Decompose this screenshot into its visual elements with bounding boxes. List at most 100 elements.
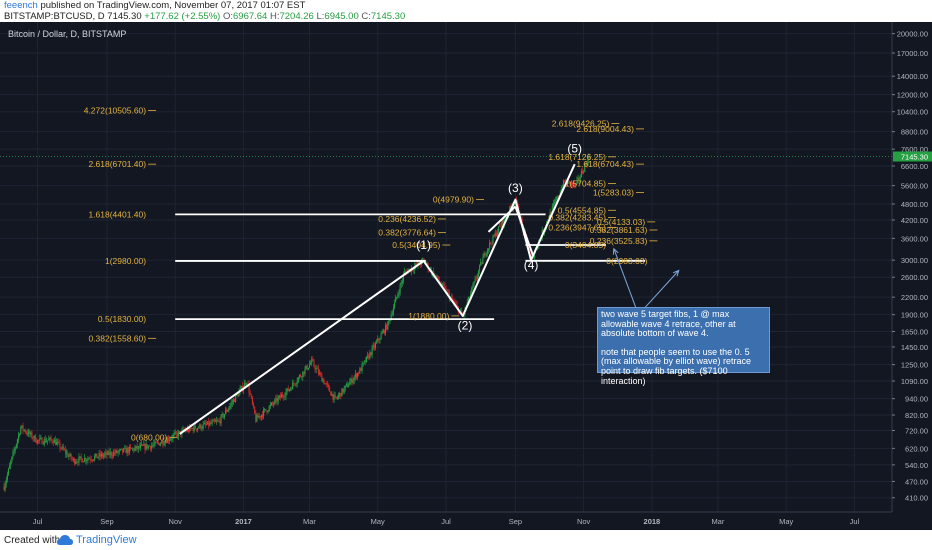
candle-body — [103, 455, 105, 457]
arrow-head — [672, 269, 680, 277]
candle-body — [277, 397, 279, 402]
candle-body — [383, 330, 386, 334]
tradingview-cloud-icon — [57, 535, 73, 545]
price-tick-label: 1900.00 — [901, 311, 928, 320]
candle-body — [225, 410, 227, 415]
candle-body — [59, 442, 61, 449]
candle-body — [389, 319, 391, 321]
candle-body — [249, 392, 251, 395]
candle-body — [244, 382, 246, 388]
low-value: 6945.00 — [324, 11, 359, 22]
candle-body — [108, 451, 110, 456]
candle-body — [472, 285, 474, 288]
price-tick-label: 2200.00 — [901, 293, 928, 302]
wave-label: (1) — [416, 238, 431, 252]
candle-body — [90, 459, 92, 461]
candle-body — [24, 429, 26, 433]
published-text: published on TradingView.com, November 0… — [40, 0, 306, 11]
candle-body — [510, 206, 512, 208]
candle-body — [513, 204, 515, 206]
candle-body — [564, 180, 566, 182]
candle-body — [386, 324, 388, 330]
candle-body — [584, 164, 586, 172]
time-tick-label: Jul — [850, 517, 860, 526]
candle-body — [57, 442, 59, 443]
candle-body — [79, 456, 81, 458]
candle-body — [162, 440, 164, 445]
candle-body — [211, 421, 213, 424]
candle-body — [573, 182, 575, 185]
symbol-label: BITSTAMP:BTCUSD, D — [4, 11, 105, 22]
candle-body — [96, 453, 98, 458]
candle-body — [571, 182, 573, 185]
candle-body — [268, 406, 270, 411]
price-tick-label: 3000.00 — [901, 256, 928, 265]
fib-label: 0.5(4554.85) — [558, 205, 606, 215]
candle-body — [313, 360, 315, 367]
price-tick-label: 12000.00 — [897, 91, 928, 100]
open-label: O: — [222, 11, 233, 22]
candle-body — [574, 182, 576, 186]
candle-body — [257, 415, 259, 418]
candle-body — [118, 449, 120, 452]
candle-body — [562, 180, 565, 189]
candle-body — [89, 458, 91, 460]
author-link[interactable]: feeench — [4, 0, 38, 11]
candle-body — [216, 420, 218, 422]
candle-body — [312, 359, 314, 361]
candle-body — [148, 445, 151, 447]
candle-body — [259, 416, 261, 418]
candle-body — [166, 438, 168, 443]
candle-body — [351, 378, 353, 384]
price-chart[interactable]: Bitcoin / Dollar, D, BITSTAMP 1(2980.00)… — [0, 22, 932, 530]
candle-body — [126, 448, 128, 454]
candle-body — [299, 375, 302, 377]
price-tick-label: 940.00 — [905, 395, 928, 404]
candle-body — [254, 406, 256, 414]
fib-label: 0.236(3947.65) — [548, 222, 606, 232]
candle-body — [399, 284, 401, 294]
time-axis[interactable]: Jul Sep Nov 2017 Mar May Jul Sep Nov 2018 Mar May Ju… — [0, 511, 932, 530]
note-paragraph-1: two wave 5 target fibs, 1 @ max allowabl… — [601, 309, 736, 339]
close-label: C: — [361, 11, 371, 22]
price-tick-label: 2600.00 — [901, 273, 928, 282]
candle-body — [453, 300, 455, 303]
candle-body — [111, 455, 114, 457]
price-axis[interactable]: 20000.00 17000.00 14000.00 12000.00 10400.00… — [891, 22, 932, 512]
fib-label: 1(5283.03) — [593, 188, 634, 198]
candle-body — [252, 403, 255, 407]
time-tick-label: Nov — [169, 517, 183, 526]
candle-body — [237, 394, 239, 397]
candle-body — [471, 287, 473, 294]
candle-body — [570, 182, 572, 185]
candle-body — [198, 427, 200, 429]
candle-body — [276, 398, 278, 402]
candle-body — [291, 388, 293, 390]
tradingview-brand[interactable]: TradingView — [76, 534, 137, 546]
candle-body — [31, 432, 33, 439]
candle-body — [86, 460, 88, 462]
candle-body — [109, 452, 111, 456]
candle-body — [474, 278, 476, 282]
candle-body — [134, 447, 136, 451]
candle-body — [352, 380, 354, 384]
fib-levels: 1(2980.00) 0.5(1830.00) 1.618(4401.40) 0(34… — [84, 106, 658, 442]
candle-body — [68, 455, 70, 457]
candle-body — [381, 332, 383, 335]
candle-body — [487, 248, 490, 250]
fib-label: 2.618(6701.40) — [88, 159, 146, 169]
candle-body — [316, 368, 318, 369]
price-tick-label: 4800.00 — [901, 200, 928, 209]
note-arrow — [613, 248, 639, 315]
candle-body — [238, 391, 240, 397]
candle-body — [577, 177, 579, 180]
candle-body — [417, 262, 419, 266]
candle-body — [274, 399, 276, 404]
candle-body — [340, 393, 342, 397]
candle-body — [468, 296, 471, 298]
candle-body — [275, 398, 277, 400]
candle-body — [502, 220, 504, 225]
candle-body — [174, 432, 176, 434]
fib-label: 2.618(9004.43) — [576, 124, 634, 134]
candle-body — [56, 442, 58, 445]
